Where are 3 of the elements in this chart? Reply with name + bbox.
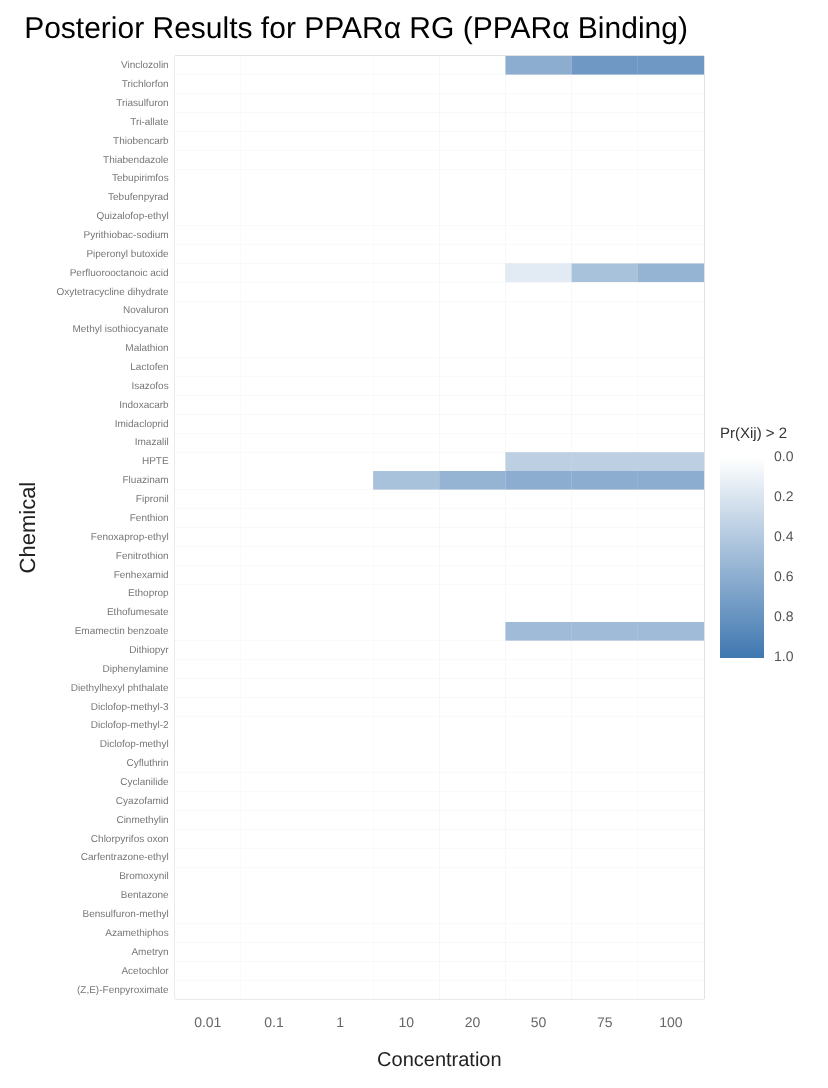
y-axis-title: Chemical: [17, 481, 42, 574]
x-axis-title: Concentration: [377, 1049, 502, 1072]
chart-title: Posterior Results for PPARα RG (PPARα Binding): [24, 12, 688, 47]
